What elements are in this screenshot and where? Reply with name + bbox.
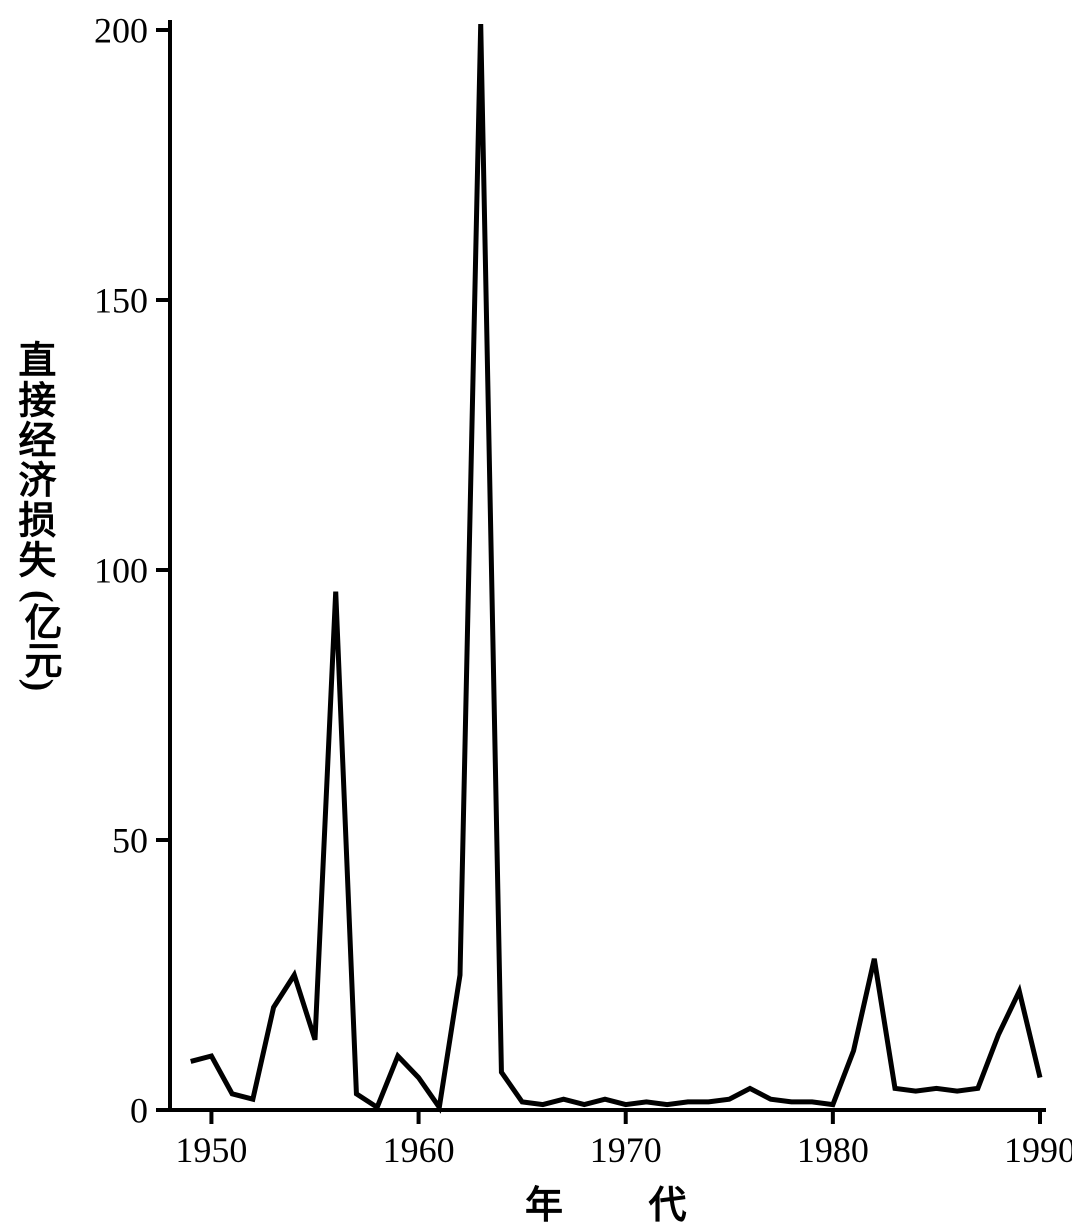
x-tick-label: 1970	[590, 1130, 662, 1170]
y-tick-label: 150	[94, 281, 148, 321]
line-chart: 05010015020019501960197019801990 直接经济损失 …	[0, 0, 1072, 1202]
y-axis-unit: (亿元)	[12, 590, 67, 691]
y-tick-label: 50	[112, 821, 148, 861]
y-axis-title: 直接经济损失	[12, 340, 52, 580]
y-tick-label: 100	[94, 551, 148, 591]
y-tick-label: 200	[94, 11, 148, 51]
x-tick-label: 1990	[1004, 1130, 1072, 1170]
chart-svg: 0 50 100 150 200 1950 1960 1970 1980 1990	[0, 0, 1072, 1202]
data-line	[191, 24, 1040, 1107]
x-tick-label: 1960	[383, 1130, 455, 1170]
x-tick-label: 1980	[797, 1130, 869, 1170]
x-tick-label: 1950	[175, 1130, 247, 1170]
y-tick-label: 0	[130, 1091, 148, 1131]
